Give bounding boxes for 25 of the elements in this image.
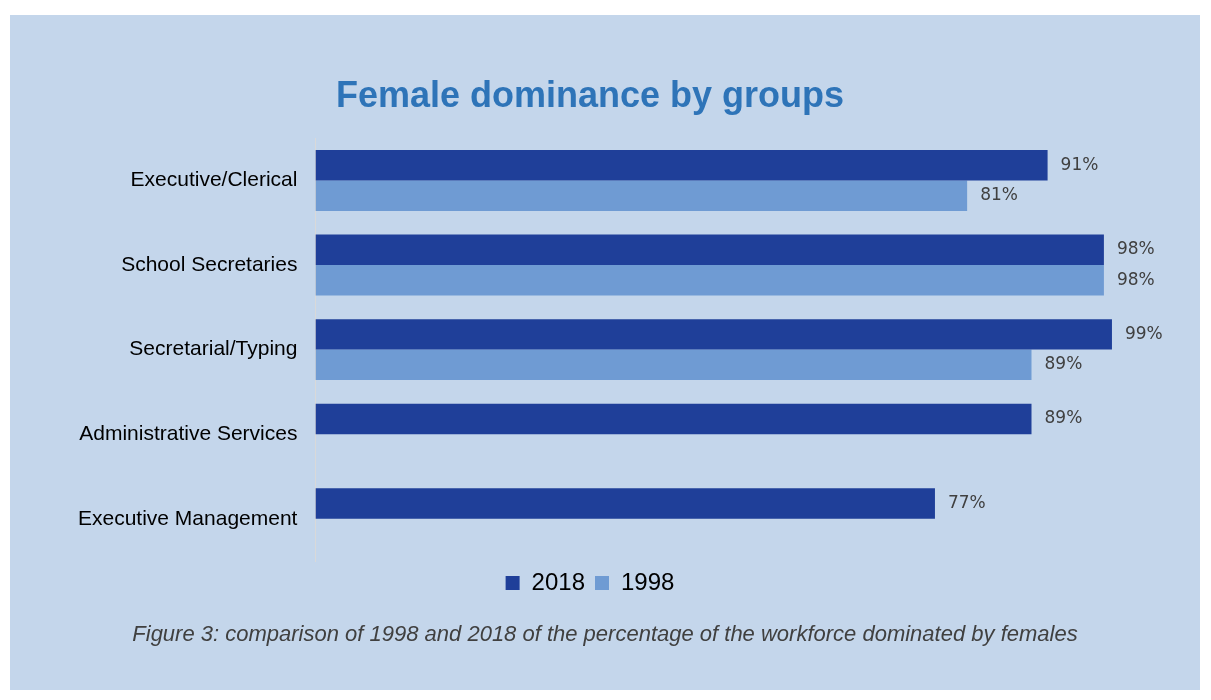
- data-label: 89%: [1044, 407, 1083, 428]
- bar: [315, 319, 1112, 350]
- bar: [315, 150, 1048, 181]
- data-label: 99%: [1124, 322, 1163, 343]
- data-label: 98%: [1116, 238, 1155, 259]
- data-label: 89%: [1044, 353, 1083, 374]
- y-tick-label: Administrative Services: [79, 420, 298, 444]
- legend-label: 2018: [531, 567, 585, 595]
- y-tick-label: Secretarial/Typing: [129, 336, 298, 360]
- y-tick-label: Executive Management: [77, 505, 298, 529]
- legend-label: 1998: [621, 567, 675, 595]
- data-label: 91%: [1060, 153, 1099, 174]
- bar: [315, 234, 1104, 266]
- caption: Figure 3: comparison of 1998 and 2018 of the percentage of the workforce dominated by females: [131, 621, 1079, 647]
- bar: [315, 180, 968, 211]
- bar: [315, 403, 1032, 435]
- data-label: 81%: [980, 184, 1018, 205]
- bar: [315, 265, 1104, 296]
- bar: [315, 488, 935, 519]
- data-label: 98%: [1116, 268, 1155, 289]
- bar: [315, 349, 1032, 381]
- y-tick-label: School Secretaries: [121, 251, 298, 275]
- chart-title: Female dominance by groups: [335, 73, 845, 115]
- y-tick-label: Executive/Clerical: [130, 167, 298, 191]
- data-label: 77%: [947, 491, 986, 512]
